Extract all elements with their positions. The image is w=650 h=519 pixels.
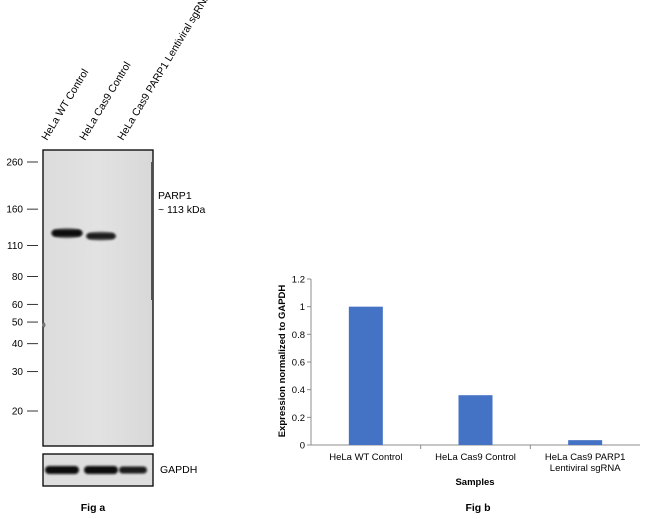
ladder-label-40: 40 xyxy=(12,339,24,350)
parp1-bands xyxy=(51,228,117,241)
ladder-label-20: 20 xyxy=(12,407,24,418)
parp1-band-lane-2 xyxy=(85,231,117,241)
bar-1 xyxy=(348,306,383,445)
ladder-label-30: 30 xyxy=(12,367,24,378)
bar-3 xyxy=(568,440,603,445)
fig-b-caption: Fig b xyxy=(465,502,490,514)
fig-a-caption: Fig a xyxy=(81,502,106,514)
ladder-label-80: 80 xyxy=(12,272,24,283)
gapdh-band-lane-1 xyxy=(45,466,79,474)
x-tick-label-2: HeLa Cas9 Control xyxy=(435,452,516,463)
ladder-markers: 260 160 110 80 60 50 40 30 20 xyxy=(6,158,38,418)
y-tick-label: 0 xyxy=(300,441,305,452)
ladder-label-160: 160 xyxy=(6,205,23,216)
band-label-parp1: PARP1 xyxy=(158,190,192,202)
y-axis-title: Expression normalized to GAPDH xyxy=(277,285,288,438)
y-tick-label: 0.6 xyxy=(292,358,305,369)
ladder-label-60: 60 xyxy=(12,300,24,311)
y-tick-label: 0.4 xyxy=(292,385,305,396)
ladder-label-260: 260 xyxy=(6,158,23,169)
bar-chart-panel: Expression normalized to GAPDH 0 0.2 0.4 0.… xyxy=(277,275,640,514)
y-tick-label: 0.8 xyxy=(292,330,305,341)
y-tick-label: 1.2 xyxy=(292,275,305,286)
x-axis-title: Samples xyxy=(455,477,494,488)
membrane-speck xyxy=(42,322,46,328)
lane-labels: HeLa WT Control HeLa Cas9 Control HeLa C… xyxy=(39,0,213,143)
parp1-band-lane-1 xyxy=(51,228,83,239)
ladder-label-110: 110 xyxy=(7,241,23,252)
bar-2 xyxy=(458,395,493,445)
y-tick-label: 0.2 xyxy=(292,413,305,424)
band-label-size: ~ 113 kDa xyxy=(158,204,206,216)
y-axis-ticks: 0 0.2 0.4 0.6 0.8 1 1.2 xyxy=(292,275,311,452)
bars xyxy=(348,306,603,445)
y-tick-label: 1 xyxy=(300,302,305,313)
gapdh-bands xyxy=(45,466,147,474)
x-tick-label-3: HeLa Cas9 PARP1 Lentiviral sgRNA xyxy=(545,452,626,474)
gapdh-label: GAPDH xyxy=(160,464,197,476)
blot-membrane xyxy=(42,149,154,447)
x-axis-tick-labels: HeLa WT Control HeLa Cas9 Control HeLa Cas… xyxy=(329,445,625,474)
ladder-label-50: 50 xyxy=(12,318,24,329)
gapdh-band-lane-3 xyxy=(119,466,147,474)
x-tick-label-1: HeLa WT Control xyxy=(329,452,402,463)
gapdh-band-lane-2 xyxy=(84,466,118,474)
western-blot-panel: HeLa WT Control HeLa Cas9 Control HeLa C… xyxy=(6,0,213,514)
